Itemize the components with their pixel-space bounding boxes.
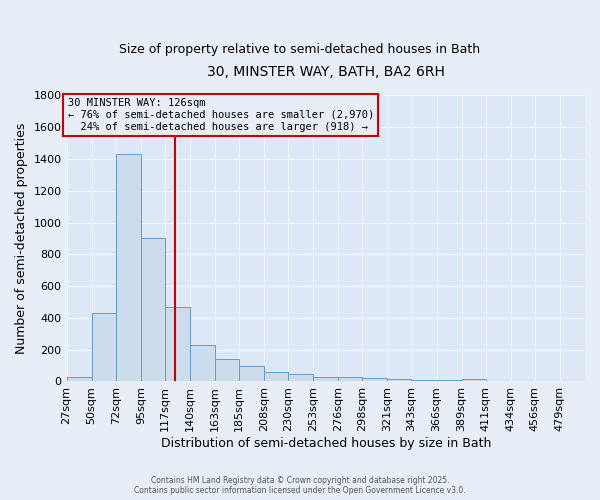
Bar [362,378,388,382]
Bar [190,345,215,382]
X-axis label: Distribution of semi-detached houses by size in Bath: Distribution of semi-detached houses by … [161,437,491,450]
Bar [437,380,461,382]
Bar [215,359,239,382]
Bar [511,380,535,382]
Bar [338,376,362,382]
Bar [116,154,141,382]
Bar [412,380,437,382]
Bar [535,380,560,382]
Text: 30 MINSTER WAY: 126sqm
← 76% of semi-detached houses are smaller (2,970)
  24% o: 30 MINSTER WAY: 126sqm ← 76% of semi-det… [68,98,374,132]
Bar [264,372,288,382]
Bar [239,366,264,382]
Bar [288,374,313,382]
Text: Size of property relative to semi-detached houses in Bath: Size of property relative to semi-detach… [119,42,481,56]
Bar [92,313,116,382]
Text: Contains HM Land Registry data © Crown copyright and database right 2025.
Contai: Contains HM Land Registry data © Crown c… [134,476,466,495]
Y-axis label: Number of semi-detached properties: Number of semi-detached properties [15,123,28,354]
Bar [67,376,92,382]
Bar [461,379,485,382]
Bar [165,307,190,382]
Bar [485,380,511,382]
Bar [141,238,165,382]
Title: 30, MINSTER WAY, BATH, BA2 6RH: 30, MINSTER WAY, BATH, BA2 6RH [207,65,445,79]
Bar [388,379,412,382]
Bar [313,376,338,382]
